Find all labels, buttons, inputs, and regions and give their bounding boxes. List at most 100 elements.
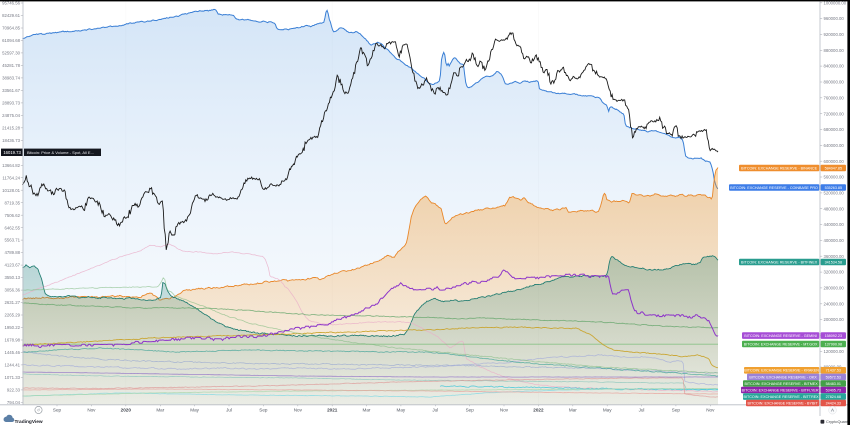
svg-text:560000.00: 560000.00: [824, 175, 845, 180]
svg-text:70964.85: 70964.85: [2, 26, 21, 31]
svg-text:1445.46: 1445.46: [4, 350, 20, 355]
svg-text:320000.00: 320000.00: [824, 270, 845, 275]
svg-text:158092.23: 158092.23: [825, 334, 842, 338]
svg-text:1244.41: 1244.41: [4, 363, 20, 368]
svg-text:Mar: Mar: [569, 408, 577, 413]
svg-text:May: May: [603, 408, 612, 413]
svg-text:13664.82: 13664.82: [2, 163, 21, 168]
svg-text:BITCOIN: EXCHANGE RESERVE - CO: BITCOIN: EXCHANGE RESERVE - COINBASE PRO: [730, 186, 818, 190]
svg-text:Nov: Nov: [87, 408, 96, 413]
svg-text:6462.55: 6462.55: [4, 225, 20, 230]
svg-text:4789.88: 4789.88: [4, 250, 20, 255]
svg-text:840000.00: 840000.00: [824, 64, 845, 69]
svg-text:1678.98: 1678.98: [4, 338, 20, 343]
svg-text:3550.13: 3550.13: [4, 275, 20, 280]
svg-text:82429.61: 82429.61: [2, 13, 21, 18]
svg-text:27824.68: 27824.68: [826, 395, 841, 399]
svg-text:BITCOIN: EXCHANGE RESERVE - BI: BITCOIN: EXCHANGE RESERVE - BITFINEX: [741, 260, 818, 264]
svg-text:61094.68: 61094.68: [2, 38, 21, 43]
svg-text:800000.00: 800000.00: [824, 80, 845, 85]
svg-text:2631.27: 2631.27: [4, 300, 20, 305]
svg-text:200000.00: 200000.00: [824, 317, 845, 322]
svg-text:120000.00: 120000.00: [824, 349, 845, 354]
svg-text:10128.01: 10128.01: [2, 188, 21, 193]
svg-text:1950.22: 1950.22: [4, 325, 20, 330]
svg-text:18436.73: 18436.73: [2, 138, 21, 143]
svg-text:400000.00: 400000.00: [824, 238, 845, 243]
svg-text:45281.78: 45281.78: [2, 63, 21, 68]
svg-text:3056.36: 3056.36: [4, 288, 20, 293]
svg-text:535263.85: 535263.85: [825, 186, 842, 190]
svg-text:Jul: Jul: [226, 408, 232, 413]
svg-text:720000.00: 720000.00: [824, 111, 845, 116]
svg-text:BITCOIN: EXCHANGE RESERVE - OK: BITCOIN: EXCHANGE RESERVE - OKX: [749, 375, 817, 379]
svg-text:16019.73: 16019.73: [3, 150, 21, 155]
svg-text:920000.00: 920000.00: [824, 32, 845, 37]
svg-text:24875.04: 24875.04: [2, 113, 21, 118]
svg-text:58483.01: 58483.01: [826, 382, 841, 386]
svg-text:Nov: Nov: [294, 408, 303, 413]
svg-text:BITCOIN: EXCHANGE RESERVE - GE: BITCOIN: EXCHANGE RESERVE - GEMINI: [744, 334, 817, 338]
svg-text:2022: 2022: [533, 408, 544, 413]
svg-text:Sep: Sep: [466, 408, 475, 413]
svg-text:May: May: [190, 408, 199, 413]
svg-text:2021: 2021: [327, 408, 338, 413]
svg-text:11764.24: 11764.24: [2, 175, 20, 180]
svg-text:360000.00: 360000.00: [824, 254, 845, 259]
svg-text:52597.30: 52597.30: [2, 51, 21, 56]
svg-text:520000.00: 520000.00: [824, 191, 845, 196]
svg-text:640000.00: 640000.00: [824, 143, 845, 148]
svg-text:1000000.00: 1000000.00: [824, 0, 847, 5]
svg-text:BITCOIN: EXCHANGE RESERVE - BI: BITCOIN: EXCHANGE RESERVE - BITFLYER: [742, 388, 819, 392]
svg-text:24424.33: 24424.33: [826, 401, 841, 405]
svg-text:7506.62: 7506.62: [4, 213, 20, 218]
svg-text:8719.35: 8719.35: [4, 200, 20, 205]
svg-text:880000.00: 880000.00: [824, 48, 845, 53]
svg-text:21415.28: 21415.28: [2, 125, 21, 130]
svg-text:Nov: Nov: [500, 408, 509, 413]
svg-text:Sep: Sep: [259, 408, 268, 413]
svg-text:Sep: Sep: [672, 408, 681, 413]
svg-text:BITCOIN: EXCHANGE RESERVE - BI: BITCOIN: EXCHANGE RESERVE - BITTREX: [744, 395, 820, 399]
svg-text:BITCOIN: EXCHANGE RESERVE - KR: BITCOIN: EXCHANGE RESERVE - KRAKEN: [744, 369, 819, 373]
svg-text:680000.00: 680000.00: [824, 127, 845, 132]
svg-text:CryptoQuant: CryptoQuant: [826, 419, 849, 424]
svg-text:BITCOIN: EXCHANGE RESERVE - BI: BITCOIN: EXCHANGE RESERVE - BITMEX: [744, 382, 818, 386]
svg-text:480000.00: 480000.00: [824, 206, 845, 211]
svg-text:341534.58: 341534.58: [825, 260, 842, 264]
svg-text:↺: ↺: [37, 408, 41, 413]
svg-text:71437.53: 71437.53: [826, 369, 841, 373]
svg-text:Sep: Sep: [53, 408, 62, 413]
svg-text:1071.33: 1071.33: [4, 375, 20, 380]
svg-text:280000.00: 280000.00: [824, 286, 845, 291]
svg-text:440000.00: 440000.00: [824, 222, 845, 227]
svg-text:960000.00: 960000.00: [824, 16, 845, 21]
svg-text:5563.71: 5563.71: [4, 238, 20, 243]
svg-text:794.04: 794.04: [7, 400, 21, 405]
svg-text:59572.53: 59572.53: [826, 375, 841, 379]
svg-text:2020: 2020: [121, 408, 132, 413]
svg-text:Jul: Jul: [639, 408, 645, 413]
svg-text:TradingView: TradingView: [15, 419, 43, 425]
svg-text:Mar: Mar: [363, 408, 371, 413]
svg-text:May: May: [397, 408, 406, 413]
svg-text:240000.00: 240000.00: [824, 301, 845, 306]
svg-text:760000.00: 760000.00: [824, 95, 845, 100]
svg-text:922.33: 922.33: [7, 388, 21, 393]
svg-text:Jul: Jul: [432, 408, 438, 413]
svg-text:Bitcoin: Price & Volume - Spot: Bitcoin: Price & Volume - Spot, All E...: [27, 150, 94, 155]
svg-text:38983.74: 38983.74: [2, 76, 21, 81]
svg-text:BITCOIN: EXCHANGE RESERVE - MT: BITCOIN: EXCHANGE RESERVE - MT.GOX: [744, 342, 818, 346]
svg-text:584047.85: 584047.85: [825, 166, 842, 170]
svg-text:2265.29: 2265.29: [4, 313, 20, 318]
svg-text:28893.73: 28893.73: [2, 101, 21, 106]
svg-text:137990.98: 137990.98: [825, 342, 842, 346]
svg-text:33561.67: 33561.67: [2, 88, 21, 93]
svg-text:Mar: Mar: [156, 408, 164, 413]
svg-text:BITCOIN: EXCHANGE RESERVE - BY: BITCOIN: EXCHANGE RESERVE - BYBIT: [747, 401, 818, 405]
svg-text:4123.67: 4123.67: [4, 263, 20, 268]
svg-text:600000.00: 600000.00: [824, 159, 845, 164]
svg-text:Nov: Nov: [706, 408, 715, 413]
svg-text:95746.56: 95746.56: [2, 1, 21, 6]
svg-text:BITCOIN: EXCHANGE RESERVE - BI: BITCOIN: EXCHANGE RESERVE - BINANCE: [741, 166, 817, 170]
